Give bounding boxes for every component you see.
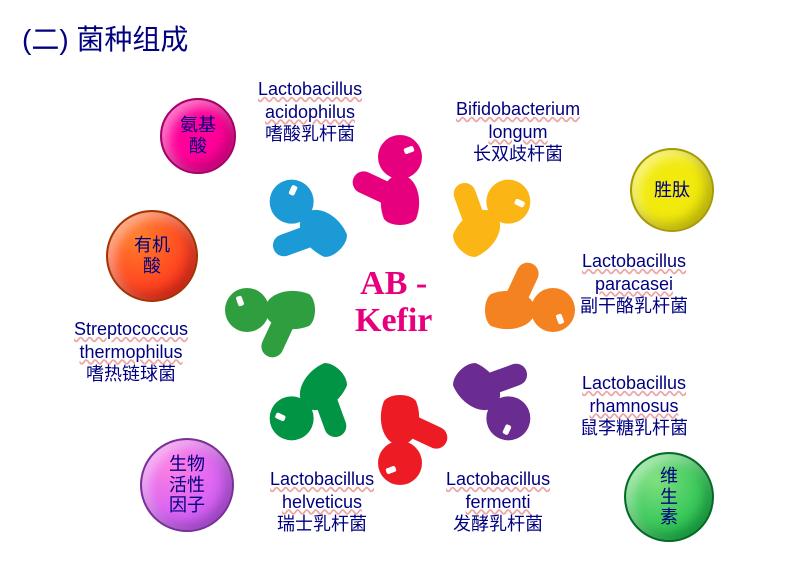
species-cn: 副干酪乳杆菌 xyxy=(580,296,688,316)
bubble-text: 胜肽 xyxy=(654,180,690,201)
species-latin: rhamnosus xyxy=(589,396,678,416)
bubble-text: 维 生 素 xyxy=(660,466,678,528)
bubble-text: 氨基 酸 xyxy=(180,115,216,156)
species-label: Bifidobacterium longum长双歧杆菌 xyxy=(456,98,580,166)
species-label: Streptococcus thermophilus嗜热链球菌 xyxy=(74,318,188,386)
nutrient-bubble: 氨基 酸 xyxy=(160,98,236,174)
species-latin: thermophilus xyxy=(80,342,183,362)
species-latin: helveticus xyxy=(282,492,362,512)
species-latin: Lactobacillus xyxy=(582,251,686,271)
nutrient-bubble: 有机 酸 xyxy=(106,210,198,302)
center-line2: Kefir xyxy=(355,302,432,339)
nutrient-bubble: 维 生 素 xyxy=(624,452,714,542)
species-label: Lactobacillus helveticus瑞士乳杆菌 xyxy=(270,468,374,536)
species-latin: longum xyxy=(489,122,548,142)
center-line1: AB - xyxy=(360,265,427,302)
bubble-text: 有机 酸 xyxy=(134,235,170,276)
species-latin: Lactobacillus xyxy=(270,469,374,489)
species-cn: 长双歧杆菌 xyxy=(473,144,563,164)
center-label: AB - Kefir xyxy=(355,265,432,340)
species-cn: 发酵乳杆菌 xyxy=(453,514,543,534)
diagram-canvas: AB - Kefir Lactobacillus acidophilus嗜酸乳杆菌… xyxy=(0,0,796,571)
species-latin: Bifidobacterium xyxy=(456,99,580,119)
species-latin: Lactobacillus xyxy=(258,79,362,99)
bubble-text: 生物 活性 因子 xyxy=(169,454,205,516)
nutrient-bubble: 生物 活性 因子 xyxy=(140,438,234,532)
species-label: Lactobacillus fermenti发酵乳杆菌 xyxy=(446,468,550,536)
species-latin: Lactobacillus xyxy=(582,373,686,393)
species-cn: 嗜热链球菌 xyxy=(86,364,176,384)
species-label: Lactobacillus acidophilus嗜酸乳杆菌 xyxy=(258,78,362,146)
species-label: Lactobacillus rhamnosus鼠李糖乳杆菌 xyxy=(580,372,688,440)
species-cn: 瑞士乳杆菌 xyxy=(277,514,367,534)
species-cn: 嗜酸乳杆菌 xyxy=(265,124,355,144)
species-latin: Lactobacillus xyxy=(446,469,550,489)
species-latin: Streptococcus xyxy=(74,319,188,339)
species-label: Lactobacillus paracasei副干酪乳杆菌 xyxy=(580,250,688,318)
species-latin: fermenti xyxy=(466,492,531,512)
species-latin: paracasei xyxy=(595,274,673,294)
species-cn: 鼠李糖乳杆菌 xyxy=(580,418,688,438)
species-latin: acidophilus xyxy=(265,102,355,122)
nutrient-bubble: 胜肽 xyxy=(630,148,714,232)
